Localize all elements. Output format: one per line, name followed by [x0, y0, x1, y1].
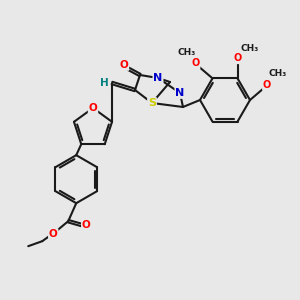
Text: H: H: [100, 78, 108, 88]
Text: O: O: [120, 60, 128, 70]
Text: CH₃: CH₃: [240, 44, 259, 53]
Text: CH₃: CH₃: [269, 70, 287, 79]
Text: N: N: [153, 73, 163, 83]
Text: O: O: [263, 80, 271, 90]
Text: O: O: [233, 53, 242, 63]
Text: CH₃: CH₃: [177, 48, 196, 57]
Text: O: O: [49, 229, 58, 239]
Text: O: O: [88, 103, 98, 113]
Text: O: O: [191, 58, 200, 68]
Text: S: S: [148, 98, 156, 108]
Text: O: O: [82, 220, 91, 230]
Text: N: N: [176, 88, 184, 98]
